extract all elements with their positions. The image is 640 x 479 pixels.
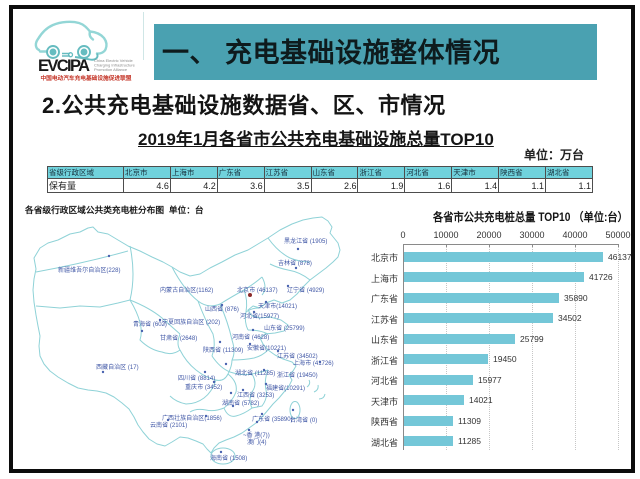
svg-text:~香 港(7)): ~香 港(7)) bbox=[243, 431, 270, 439]
svg-text:新疆维吾尔自治区(228): 新疆维吾尔自治区(228) bbox=[58, 266, 121, 274]
svg-text:福建省(10291): 福建省(10291) bbox=[266, 384, 305, 392]
svg-text:China Electric Vehicle: China Electric Vehicle bbox=[94, 58, 133, 63]
svg-text:宁夏回族自治区 (202): 宁夏回族自治区 (202) bbox=[162, 318, 220, 326]
svg-text:四川省 (8814): 四川省 (8814) bbox=[178, 374, 215, 382]
svg-text:河北省(15977): 河北省(15977) bbox=[240, 312, 279, 320]
svg-text:内蒙古自治区(1162): 内蒙古自治区(1162) bbox=[160, 286, 213, 294]
svg-text:陕西省 (11309): 陕西省 (11309) bbox=[203, 346, 243, 354]
svg-text:EVCIPA: EVCIPA bbox=[38, 57, 90, 75]
svg-text:湖北省 (11285): 湖北省 (11285) bbox=[235, 369, 275, 377]
svg-text:河南省 (4628): 河南省 (4628) bbox=[232, 333, 269, 341]
svg-text:广西壮族自治区(1856): 广西壮族自治区(1856) bbox=[162, 414, 222, 422]
svg-text:上海市 (41726): 上海市 (41726) bbox=[293, 359, 334, 367]
svg-text:江西省 (3253): 江西省 (3253) bbox=[237, 391, 274, 399]
svg-text:海南省 (1508): 海南省 (1508) bbox=[210, 454, 247, 462]
svg-text:黑龙江省 (1905): 黑龙江省 (1905) bbox=[284, 237, 327, 245]
svg-text:山东省 (25799): 山东省 (25799) bbox=[264, 324, 305, 332]
svg-text:台湾省 (0): 台湾省 (0) bbox=[290, 416, 317, 424]
svg-text:江苏省 (34502): 江苏省 (34502) bbox=[277, 352, 318, 360]
svg-text:浙江省 (19450): 浙江省 (19450) bbox=[277, 371, 318, 379]
svg-text:云南省 (2101): 云南省 (2101) bbox=[150, 421, 187, 429]
svg-text:青海省 (602): 青海省 (602) bbox=[133, 320, 167, 328]
svg-text:中国电动汽车充电基础设施促进联盟: 中国电动汽车充电基础设施促进联盟 bbox=[41, 74, 132, 82]
svg-text:西藏自治区 (17): 西藏自治区 (17) bbox=[96, 363, 139, 371]
svg-text:湖南省 (5782): 湖南省 (5782) bbox=[222, 399, 259, 407]
svg-text:北京市 (46137): 北京市 (46137) bbox=[237, 286, 278, 294]
svg-text:吉林省 (878): 吉林省 (878) bbox=[278, 259, 312, 267]
svg-text:Charging Infrastructure: Charging Infrastructure bbox=[94, 63, 136, 68]
svg-text:广东省 (35890): 广东省 (35890) bbox=[252, 415, 293, 423]
svg-text:辽宁省 (4929): 辽宁省 (4929) bbox=[287, 286, 324, 294]
svg-text:安徽省(10221): 安徽省(10221) bbox=[247, 344, 286, 352]
svg-text:Promotion Alliance: Promotion Alliance bbox=[94, 67, 128, 72]
svg-text:天津市(14021): 天津市(14021) bbox=[258, 302, 297, 310]
svg-text:甘肃省 (2648): 甘肃省 (2648) bbox=[160, 334, 197, 342]
svg-text:重庆市 (3452): 重庆市 (3452) bbox=[185, 383, 222, 391]
svg-text:山西省 (876): 山西省 (876) bbox=[205, 305, 239, 313]
svg-text:澳门(4): 澳门(4) bbox=[247, 438, 266, 446]
